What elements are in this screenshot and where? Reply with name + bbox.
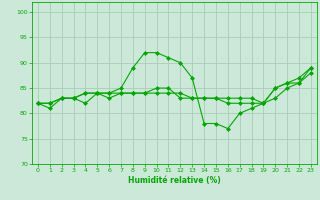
X-axis label: Humidité relative (%): Humidité relative (%) xyxy=(128,176,221,185)
